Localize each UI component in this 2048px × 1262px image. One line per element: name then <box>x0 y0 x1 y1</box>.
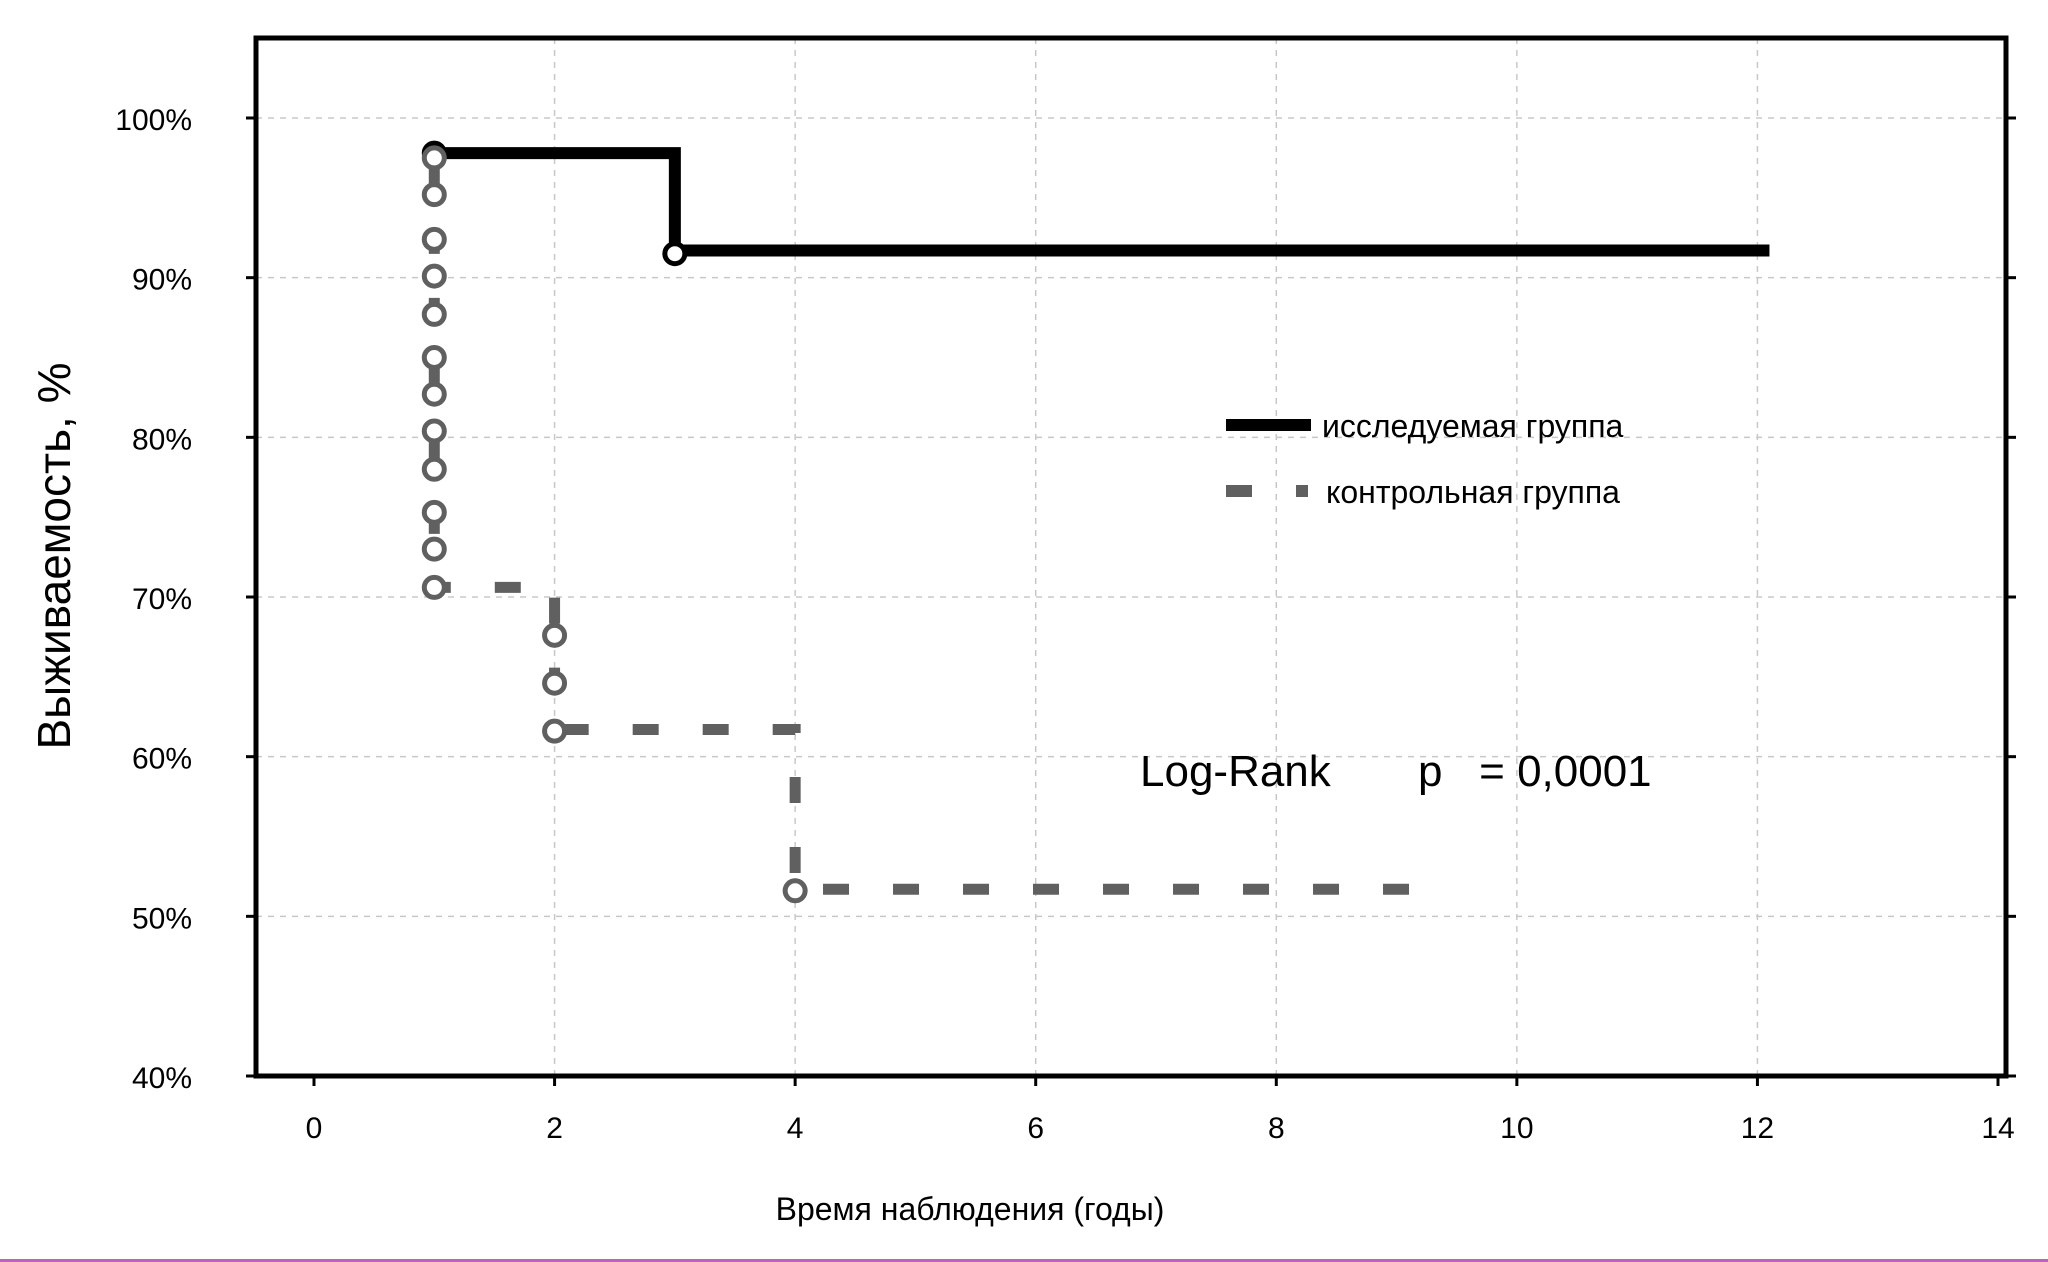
event-marker-1-1 <box>421 182 447 208</box>
event-marker-0-1 <box>662 241 688 267</box>
legend: исследуемая группа контрольная группа <box>1226 408 1624 510</box>
p-value-label: p = 0,0001 <box>1418 747 1652 796</box>
legend-label-study: исследуемая группа <box>1322 408 1624 444</box>
event-marker-1-4 <box>421 301 447 327</box>
log-rank-label: Log-Rank <box>1140 747 1332 796</box>
event-marker-1-7 <box>421 418 447 444</box>
event-marker-1-3 <box>421 263 447 289</box>
x-axis-label: Время наблюдения (годы) <box>776 1191 1165 1227</box>
series-layer <box>421 140 1770 904</box>
event-marker-1-5 <box>421 345 447 370</box>
x-tick-label-14: 14 <box>1981 1112 2014 1145</box>
x-tick-label-12: 12 <box>1741 1112 1774 1145</box>
grid <box>256 38 2006 1076</box>
event-marker-1-15 <box>782 878 808 904</box>
y-tick-label-100: 100% <box>115 104 192 137</box>
y-tick-label-90: 90% <box>132 264 192 297</box>
series-line-0 <box>434 147 1770 257</box>
event-marker-1-6 <box>421 381 447 407</box>
x-tick-label-6: 6 <box>1027 1112 1044 1145</box>
event-marker-1-11 <box>421 574 447 600</box>
event-marker-1-0 <box>421 145 447 171</box>
x-tick-label-2: 2 <box>546 1112 563 1145</box>
x-tick-label-10: 10 <box>1500 1112 1533 1145</box>
x-tick-label-4: 4 <box>787 1112 804 1145</box>
y-tick-label-60: 60% <box>132 743 192 776</box>
tick-labels: 0 2 4 6 8 10 12 14 40% 50% 60% 70% 80% 90% 100% <box>115 104 2016 1145</box>
event-marker-1-2 <box>421 226 447 252</box>
series-1 <box>421 145 1421 904</box>
event-marker-1-14 <box>542 718 568 744</box>
series-0 <box>421 140 1770 267</box>
y-tick-label-80: 80% <box>132 423 192 456</box>
x-tick-label-0: 0 <box>306 1112 323 1145</box>
event-marker-1-13 <box>542 670 568 696</box>
y-tick-label-70: 70% <box>132 583 192 616</box>
x-tick-label-8: 8 <box>1268 1112 1285 1145</box>
event-marker-1-9 <box>421 499 447 525</box>
legend-label-control: контрольная группа <box>1326 474 1620 510</box>
event-marker-1-10 <box>421 536 447 562</box>
event-marker-1-8 <box>421 456 447 482</box>
y-axis-label: Выживаемость, % <box>28 362 80 749</box>
bottom-border <box>0 1259 2048 1262</box>
y-tick-label-40: 40% <box>132 1062 192 1095</box>
plot-frame <box>253 35 2009 1079</box>
event-marker-1-12 <box>542 622 568 648</box>
y-tick-label-50: 50% <box>132 902 192 935</box>
